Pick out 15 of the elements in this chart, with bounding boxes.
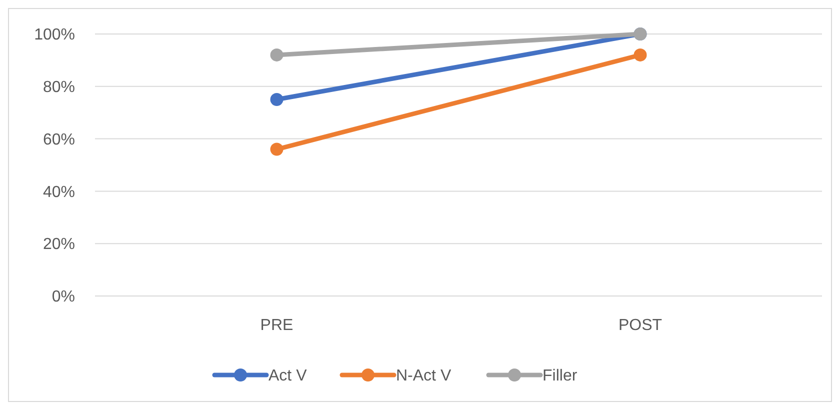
point xyxy=(270,48,284,62)
y-tick-label: 80% xyxy=(42,79,75,96)
point xyxy=(270,142,284,156)
y-tick-label: 40% xyxy=(42,184,75,201)
x-tick-label: POST xyxy=(618,317,662,334)
x-tick-label: PRE xyxy=(260,317,294,334)
point xyxy=(634,48,647,62)
y-tick-label: 100% xyxy=(34,26,75,44)
legend-label: N-Act V xyxy=(396,368,452,385)
y-tick-label: 60% xyxy=(42,131,75,148)
legend-label: Filler xyxy=(542,368,578,385)
y-tick-label: 20% xyxy=(42,236,75,254)
point xyxy=(270,93,284,106)
y-tick-label: 0% xyxy=(52,288,75,306)
legend-label: Act V xyxy=(268,368,308,385)
